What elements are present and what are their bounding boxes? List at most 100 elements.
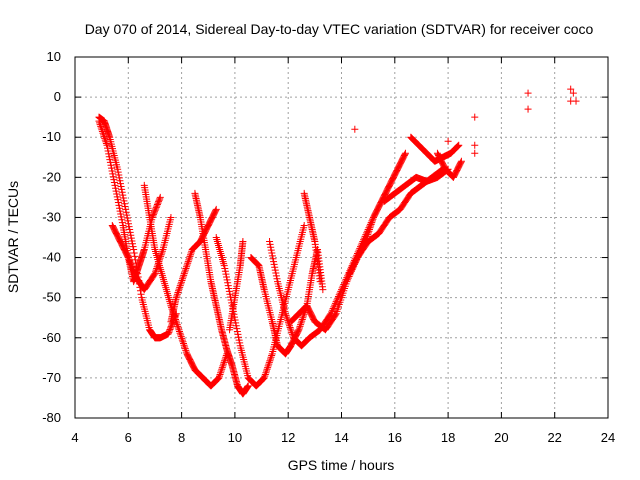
data-point [177,331,185,339]
data-point [129,265,137,273]
series-arc-11 [287,165,447,334]
data-point [153,201,161,209]
data-point [266,238,274,246]
data-point [236,339,244,347]
data-point [129,243,137,251]
data-point [158,247,166,255]
data-point [184,259,192,267]
data-point [183,263,191,271]
data-point [288,330,296,338]
data-point [220,358,228,366]
data-point [176,282,184,290]
x-tick-label: 22 [547,430,561,445]
data-point [150,271,158,279]
data-point [108,167,116,175]
x-tick-label: 20 [494,430,508,445]
data-point [100,133,108,141]
x-tick-label: 24 [601,430,615,445]
data-point [261,370,269,378]
y-tick-label: -50 [42,290,61,305]
data-point [173,319,181,327]
data-point [569,89,577,97]
data-point [172,294,180,302]
data-point [471,141,479,149]
data-point [286,322,294,330]
data-point [282,311,290,319]
data-point [265,360,273,368]
data-point [454,142,462,150]
data-point [116,204,124,212]
series-arc-5 [167,205,220,326]
data-point [344,276,352,284]
data-point [151,206,159,214]
data-point [157,251,165,259]
data-point [268,249,276,257]
data-point [130,246,138,254]
data-point [181,343,189,351]
data-point [124,217,132,225]
data-point [226,290,234,298]
data-point [119,194,127,202]
data-point [361,238,369,246]
data-point [131,252,139,260]
data-point [149,211,157,219]
data-point [176,327,184,335]
data-point [453,143,461,151]
data-point [364,229,372,237]
data-point [125,255,133,263]
data-point [102,140,110,148]
data-point [316,278,324,286]
data-point [225,284,233,292]
data-point [111,181,119,189]
series-arc-8 [226,238,247,334]
data-point [288,329,296,337]
data-point [152,205,160,213]
data-point [218,364,226,372]
data-point [219,360,227,368]
data-point [128,237,136,245]
y-tick-label: -60 [42,330,61,345]
data-point [287,325,295,333]
data-point [266,240,274,248]
data-point [115,201,123,209]
data-point [223,273,231,281]
data-point [260,374,268,382]
data-point [98,126,106,134]
data-point [113,190,121,198]
data-point [112,187,120,195]
data-point [363,232,371,240]
data-point [233,327,241,335]
data-point [233,325,241,333]
data-point [128,262,136,270]
data-point [369,215,377,223]
data-point [123,214,131,222]
data-point [270,260,278,268]
data-point [239,238,247,246]
data-point [270,258,278,266]
x-tick-label: 8 [178,430,185,445]
data-point [300,221,308,229]
data-point [298,317,306,325]
data-point [167,213,175,221]
data-point [151,208,159,216]
data-point [153,264,161,272]
data-point [153,202,161,210]
series-arc-4 [140,181,231,390]
data-point [104,144,112,152]
data-point [174,289,182,297]
data-point [366,224,374,232]
data-point [112,184,120,192]
data-point [186,252,194,260]
data-point [235,336,243,344]
data-point [266,355,274,363]
data-point [179,273,187,281]
data-point [215,372,223,380]
data-point [295,324,303,332]
data-point [173,290,181,298]
data-point [455,141,463,149]
data-point [182,264,190,272]
y-tick-label: -80 [42,410,61,425]
data-point [218,365,226,373]
data-point [97,122,105,130]
data-point [365,225,373,233]
